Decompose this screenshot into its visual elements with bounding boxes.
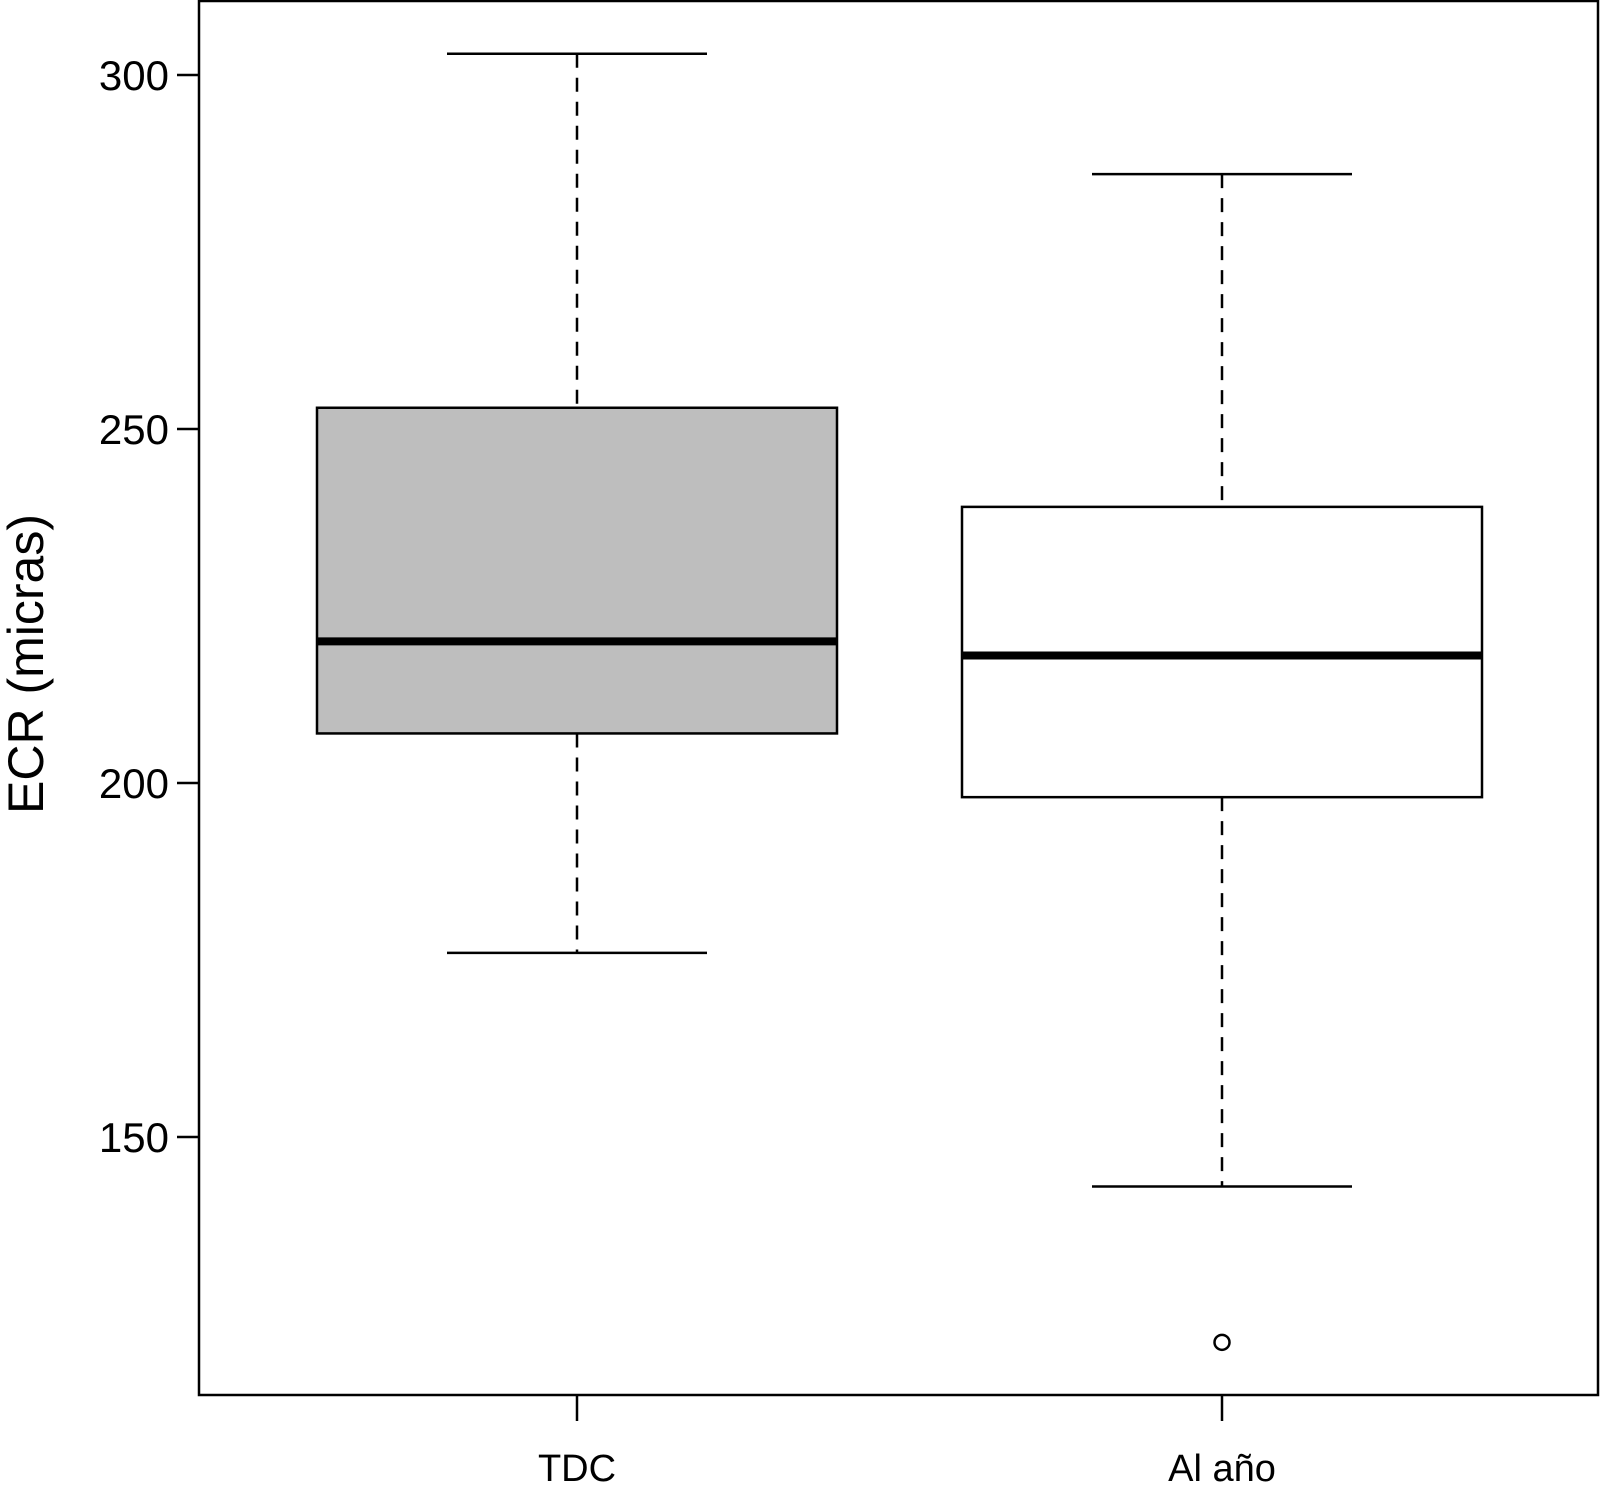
y-tick-label: 200 — [99, 760, 169, 807]
y-axis: 150 200 250 300 — [99, 52, 199, 1161]
y-axis-title: ECR (micras) — [0, 514, 54, 814]
outlier-point — [1213, 1333, 1231, 1352]
x-category-label: TDC — [538, 1448, 616, 1490]
box-al-ano — [960, 172, 1484, 1352]
boxes — [315, 52, 1484, 1352]
box-tdc — [315, 52, 839, 955]
iqr-box — [315, 406, 839, 735]
y-tick-label: 300 — [99, 52, 169, 99]
y-tick-label: 250 — [99, 406, 169, 453]
x-category-label: Al año — [1168, 1448, 1276, 1490]
x-axis: TDC Al año — [538, 1395, 1276, 1490]
plot-frame — [197, 0, 1600, 1397]
y-tick-label: 150 — [99, 1114, 169, 1161]
